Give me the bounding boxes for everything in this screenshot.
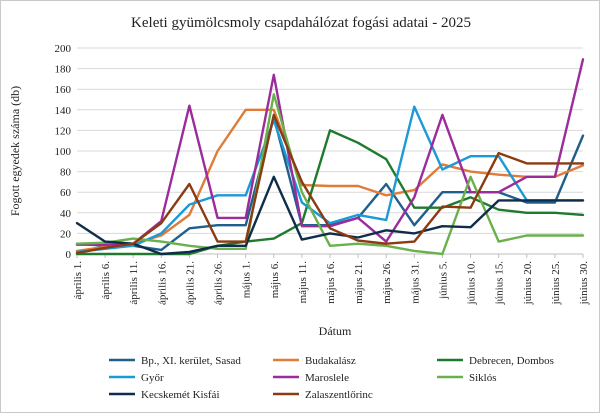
x-tick-label: június 30. [578,261,590,306]
x-tick-label: május 11. [297,261,309,304]
y-tick-label: 200 [55,43,72,55]
x-tick-label: május 26. [381,261,393,304]
series-line-2 [75,108,585,253]
legend-label: Budakalász [305,355,356,367]
chart-title: Keleti gyümölcsmoly csapdahálózat fogási… [131,15,471,31]
series-line-6 [75,93,585,256]
y-tick-labels: 0 20 40 60 80 100 120 140 160 180 200 [55,43,72,261]
legend-label: Kecskemét Kisfái [141,389,220,401]
y-tick-label: 20 [60,228,72,240]
x-tick-label: április 11. [128,261,140,305]
legend-label: Zalaszentlőrinc [305,389,373,401]
x-tick-label: április 26. [213,261,225,305]
y-tick-label: 140 [55,105,72,117]
legend-item: Maroslele [273,372,349,384]
legend-label: Győr [141,372,164,384]
legend-item: Győr [109,372,164,384]
y-tick-label: 40 [60,208,72,220]
y-tick-label: 0 [66,249,72,261]
legend-item: Zalaszentlőrinc [273,389,373,401]
x-tick-label: június 25. [550,261,562,306]
y-tick-label: 80 [60,167,72,179]
x-tick-labels: április 1. április 6. április 11. április 1… [72,261,590,306]
x-axis-title: Dátum [319,324,352,338]
y-tick-label: 180 [55,64,72,76]
series-line-4 [75,105,585,254]
x-tick-label: május 1. [241,261,253,299]
y-tick-label: 120 [55,125,72,137]
y-tick-label: 100 [55,146,72,158]
legend-item: Debrecen, Dombos [437,355,554,367]
legend: Bp., XI. kerület, Sasad Budakalász Debrece… [109,355,554,401]
x-tick-label: április 6. [100,261,112,300]
x-tick-label: június 20. [522,261,534,306]
x-tick-label: június 15. [494,261,506,306]
x-tick-label: május 31. [409,261,421,304]
legend-item: Bp., XI. kerület, Sasad [109,355,241,367]
series-lines [75,58,585,256]
y-axis-title: Fogott egyedek száma (db) [8,86,22,216]
series-line-5 [75,58,585,246]
legend-item: Kecskemét Kisfái [109,389,220,401]
series-line-8 [75,113,585,255]
x-tick-label: április 1. [72,261,84,300]
x-tick-label: június 5. [437,261,449,300]
x-tick-label: április 16. [156,261,168,305]
y-tick-label: 60 [60,187,72,199]
legend-item: Budakalász [273,355,356,367]
x-tick-label: május 21. [353,261,365,304]
legend-label: Bp., XI. kerület, Sasad [141,355,241,367]
legend-label: Siklós [469,372,497,384]
x-tick-label: május 16. [325,261,337,304]
series-line-7 [75,175,585,256]
x-tick-label: április 21. [184,261,196,305]
legend-label: Maroslele [305,372,349,384]
x-tick-label: május 6. [269,261,281,299]
legend-label: Debrecen, Dombos [469,355,554,367]
x-tick-label: június 10. [466,261,478,306]
legend-item: Siklós [437,372,497,384]
y-tick-label: 160 [55,84,72,96]
gridlines [77,47,583,234]
